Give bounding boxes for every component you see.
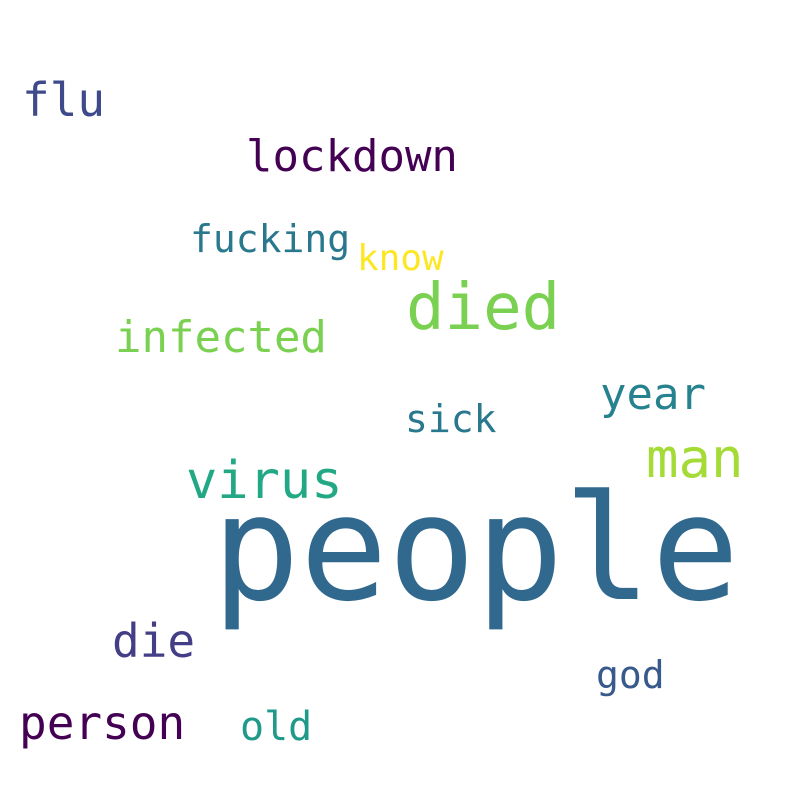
word-infected: infected [115,312,327,363]
word-god: god [596,653,665,697]
word-virus: virus [186,451,343,511]
word-sick: sick [405,397,497,441]
word-year: year [600,369,706,420]
word-lockdown: lockdown [246,131,458,182]
word-person: person [19,696,186,750]
word-old: old [240,704,313,750]
word-know: know [357,238,444,279]
word-man: man [646,427,744,490]
word-people: people [212,464,740,634]
word-die: die [112,614,196,668]
word-died: died [406,271,561,345]
word-flu: flu [22,73,106,127]
word-fucking: fucking [190,217,351,261]
